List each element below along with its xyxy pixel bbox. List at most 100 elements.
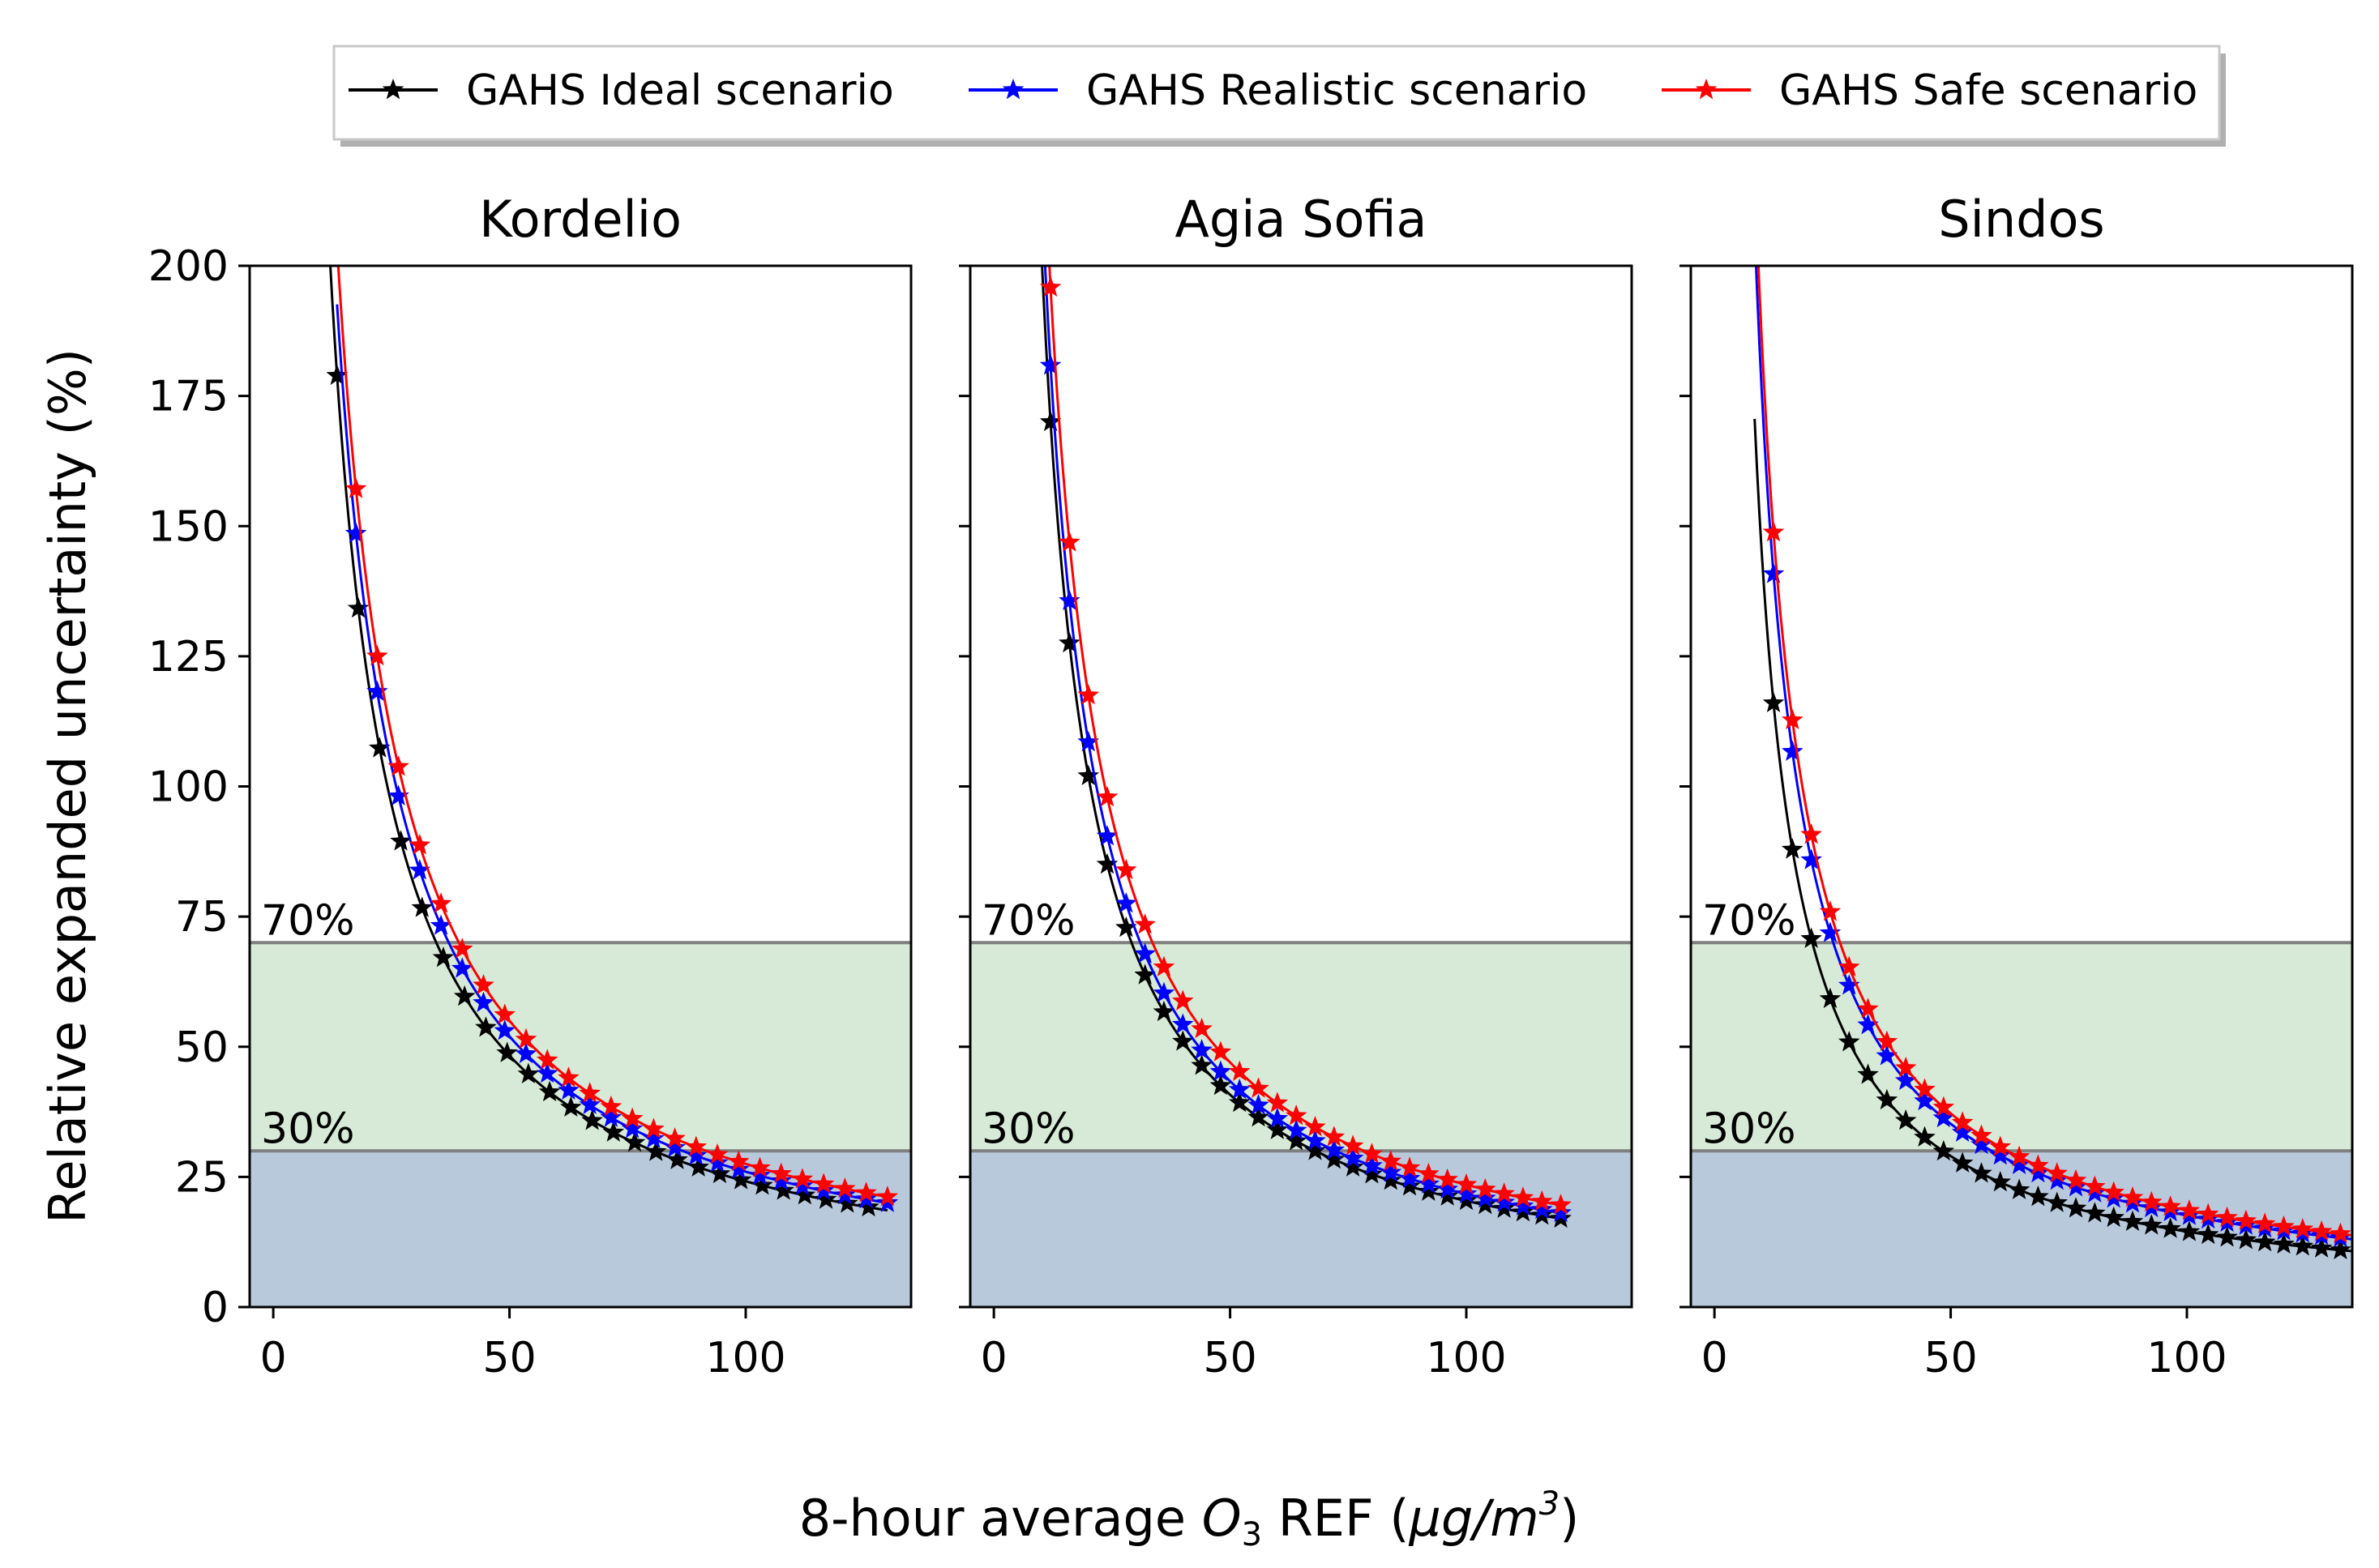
data-point — [2197, 1223, 2219, 1245]
data-point — [581, 1109, 603, 1130]
data-point — [2330, 1222, 2351, 1244]
data-point — [1077, 730, 1100, 752]
data-point — [687, 1156, 710, 1177]
data-point — [1782, 708, 1804, 730]
data-point — [2084, 1202, 2106, 1223]
data-point — [368, 737, 391, 758]
data-point — [1077, 684, 1100, 705]
data-point — [749, 1164, 771, 1186]
data-point — [600, 1106, 623, 1127]
data-point — [1762, 691, 1785, 713]
data-point — [2027, 1154, 2049, 1175]
data-point — [1436, 1168, 1458, 1190]
data-point — [1857, 1014, 1879, 1035]
data-point — [1039, 354, 1062, 375]
data-point — [644, 1140, 667, 1161]
legend: GAHS Ideal scenario GAHS Realistic scena… — [332, 45, 2226, 147]
data-point — [812, 1173, 835, 1194]
data-point — [1914, 1078, 1936, 1099]
legend-entry-ideal: GAHS Ideal scenario — [349, 66, 894, 115]
y-tick-label: 200 — [148, 242, 229, 291]
legend-marker-realistic — [1002, 79, 1025, 100]
data-point — [515, 1028, 537, 1049]
data-point — [1819, 987, 1842, 1009]
y-axis-label: Relative expanded uncertainty (%) — [38, 348, 97, 1224]
y-tick-label: 50 — [175, 1023, 229, 1072]
data-point — [430, 914, 452, 935]
data-point — [2253, 1231, 2276, 1252]
data-point — [1932, 1139, 1955, 1161]
data-point — [1209, 1074, 1232, 1096]
data-point — [1914, 1089, 1936, 1111]
data-point — [664, 1136, 686, 1157]
data-point — [1550, 1194, 1572, 1215]
panel-title: Kordelio — [479, 190, 682, 249]
y-tick-label: 75 — [175, 893, 229, 942]
data-point — [517, 1062, 540, 1083]
data-point — [602, 1121, 625, 1142]
x-tick-label: 0 — [981, 1334, 1008, 1382]
data-point — [621, 1117, 644, 1139]
x-axis-label-species-sub: 3 — [1242, 1516, 1262, 1553]
panels: 30% 70% 0 25 50 75 100 125 150 175 200 0 50 100 Kordel… — [148, 190, 2354, 1382]
data-point — [794, 1184, 816, 1205]
data-point — [2273, 1215, 2295, 1237]
data-point — [1800, 848, 1822, 869]
data-point — [1418, 1162, 1440, 1184]
data-point — [1436, 1185, 1458, 1206]
data-point — [1762, 520, 1785, 542]
data-point — [579, 1093, 601, 1114]
data-point — [1115, 916, 1137, 938]
data-point — [2027, 1161, 2049, 1183]
data-point — [1171, 989, 1194, 1010]
data-point — [1493, 1190, 1515, 1212]
data-point — [1782, 838, 1804, 859]
data-point — [1512, 1200, 1534, 1222]
data-point — [1341, 1147, 1364, 1168]
data-point — [451, 957, 473, 978]
data-point — [1398, 1175, 1421, 1196]
data-point — [1285, 1104, 1307, 1126]
data-point — [2103, 1181, 2124, 1202]
data-point — [2310, 1237, 2333, 1258]
data-point — [1304, 1115, 1326, 1137]
data-point — [2253, 1212, 2276, 1233]
x-axis-label-unit-sup: 3 — [1539, 1485, 1560, 1523]
band-30pct — [250, 1151, 911, 1307]
x-tick-label: 0 — [260, 1334, 287, 1382]
data-point — [727, 1158, 750, 1179]
data-point — [623, 1131, 646, 1152]
data-point — [1970, 1124, 1992, 1145]
band-30pct — [1691, 1151, 2352, 1307]
y-tick-label: 175 — [148, 373, 229, 421]
data-point — [1285, 1130, 1307, 1151]
data-point — [1341, 1134, 1364, 1156]
data-point — [1341, 1156, 1364, 1177]
data-point — [1059, 631, 1080, 653]
data-point — [1266, 1092, 1289, 1113]
series-group — [1753, 266, 2352, 1260]
data-point — [2046, 1162, 2069, 1183]
data-point — [2197, 1203, 2219, 1224]
legend-entry-realistic: GAHS Realistic scenario — [969, 66, 1587, 115]
data-point — [1153, 1000, 1175, 1022]
y-tick-label: 125 — [148, 633, 229, 681]
data-point — [1857, 1063, 1879, 1084]
data-point — [2008, 1178, 2030, 1199]
data-point — [1970, 1133, 1992, 1155]
series-line-gahs-ideal-scenario — [329, 266, 888, 1212]
data-point — [347, 596, 370, 618]
x-tick-label: 100 — [2146, 1334, 2227, 1382]
data-point — [2008, 1153, 2030, 1175]
data-point — [1247, 1077, 1269, 1098]
panel-sindos: 30% 70% 0 50 100 Sindos — [1679, 190, 2354, 1382]
x-axis-label-species: O — [1202, 1489, 1242, 1548]
data-point — [1455, 1189, 1478, 1211]
data-point — [1247, 1094, 1269, 1115]
data-point — [1266, 1118, 1289, 1139]
data-point — [1951, 1111, 1974, 1132]
data-point — [1323, 1139, 1346, 1160]
data-point — [2065, 1197, 2087, 1218]
data-point — [1059, 589, 1080, 610]
data-point — [558, 1079, 580, 1100]
